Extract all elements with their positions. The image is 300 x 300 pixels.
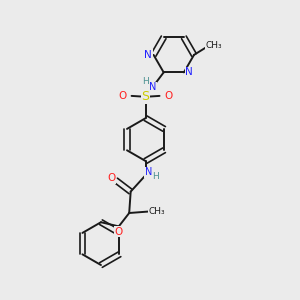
Text: O: O <box>115 227 123 237</box>
Text: H: H <box>142 77 148 86</box>
Text: H: H <box>152 172 158 181</box>
Text: N: N <box>145 167 152 177</box>
Text: S: S <box>142 90 149 103</box>
Text: N: N <box>149 82 157 92</box>
Text: CH₃: CH₃ <box>206 40 222 50</box>
Text: O: O <box>118 91 127 101</box>
Text: N: N <box>185 68 193 77</box>
Text: O: O <box>107 173 116 183</box>
Text: CH₃: CH₃ <box>148 207 165 216</box>
Text: O: O <box>164 91 172 101</box>
Text: N: N <box>144 50 152 60</box>
